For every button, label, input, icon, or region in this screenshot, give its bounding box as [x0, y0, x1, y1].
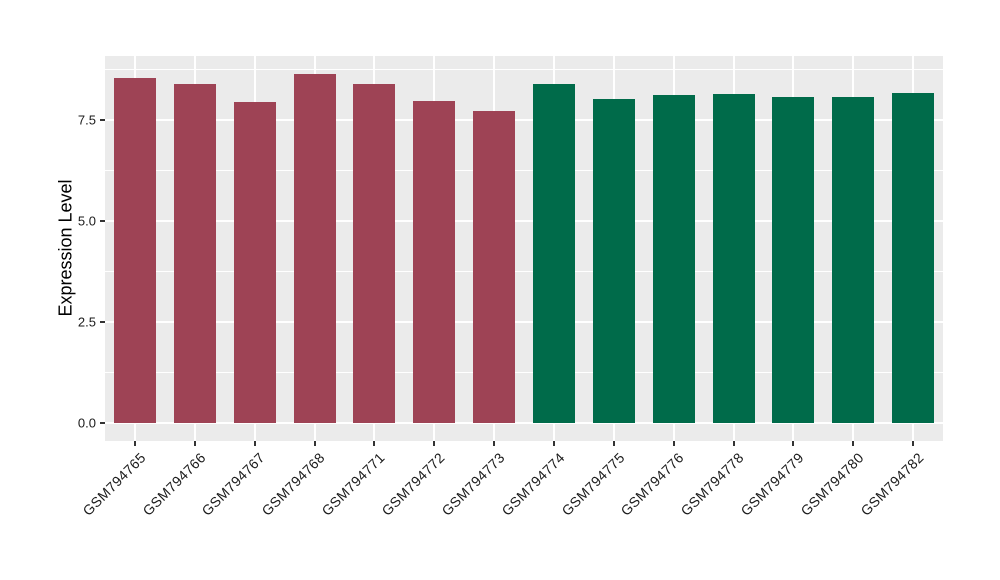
x-tick-mark: [792, 441, 795, 446]
x-tick-mark: [672, 441, 675, 446]
x-tick-label: GSM794780: [797, 449, 867, 519]
x-tick-label: GSM794782: [857, 449, 927, 519]
bar-GSM794768: [293, 73, 336, 423]
x-tick-mark: [133, 441, 136, 446]
y-tick-label: 5.0: [77, 213, 96, 229]
minor-gridline: [105, 170, 943, 171]
x-tick-label: GSM794778: [677, 449, 748, 519]
y-axis-title: Expression Level: [55, 179, 76, 317]
x-tick-label: GSM794766: [138, 449, 209, 519]
x-tick-label: GSM794774: [498, 449, 568, 519]
bar-GSM794779: [772, 97, 815, 423]
x-tick-mark: [313, 441, 316, 446]
major-gridline: [105, 220, 943, 222]
bar-GSM794780: [832, 96, 875, 423]
x-tick-label: GSM794779: [737, 449, 807, 519]
x-tick-label: GSM794771: [318, 449, 388, 519]
x-tick-mark: [732, 441, 735, 446]
minor-gridline: [105, 372, 943, 373]
x-tick-mark: [912, 441, 915, 446]
x-tick-label: GSM794768: [258, 449, 329, 519]
bar-GSM794767: [233, 101, 276, 423]
bar-GSM794772: [413, 100, 456, 423]
y-tick-label: 2.5: [77, 314, 96, 330]
x-tick-label: GSM794773: [438, 449, 508, 519]
x-tick-mark: [373, 441, 376, 446]
bar-GSM794771: [353, 83, 396, 423]
x-tick-mark: [433, 441, 436, 446]
bar-GSM794778: [712, 93, 755, 423]
y-tick-mark: [100, 119, 105, 121]
x-tick-label: GSM794767: [198, 449, 269, 519]
bar-GSM794775: [592, 99, 635, 423]
y-tick-mark: [100, 321, 105, 323]
x-tick-mark: [852, 441, 855, 446]
major-gridline: [105, 321, 943, 323]
x-tick-label: GSM794775: [557, 449, 628, 519]
x-tick-mark: [193, 441, 196, 446]
bar-GSM794774: [532, 84, 575, 423]
bar-GSM794776: [652, 94, 695, 423]
x-tick-mark: [253, 441, 256, 446]
major-gridline: [105, 119, 943, 121]
bar-GSM794782: [892, 93, 935, 423]
bar-GSM794766: [173, 83, 216, 423]
minor-gridline: [105, 69, 943, 70]
major-gridline: [105, 422, 943, 424]
bar-GSM794765: [113, 77, 156, 423]
y-tick-label: 0.0: [77, 415, 96, 431]
x-tick-mark: [552, 441, 555, 446]
y-tick-label: 7.5: [77, 112, 96, 128]
x-tick-label: GSM794772: [378, 449, 448, 519]
y-tick-mark: [100, 422, 105, 424]
x-tick-label: GSM794765: [79, 449, 149, 519]
plot-panel: [105, 56, 943, 441]
minor-gridline: [105, 271, 943, 272]
y-tick-mark: [100, 220, 105, 222]
x-tick-mark: [612, 441, 615, 446]
x-tick-label: GSM794776: [617, 449, 688, 519]
bar-GSM794773: [473, 111, 516, 423]
x-tick-mark: [493, 441, 496, 446]
